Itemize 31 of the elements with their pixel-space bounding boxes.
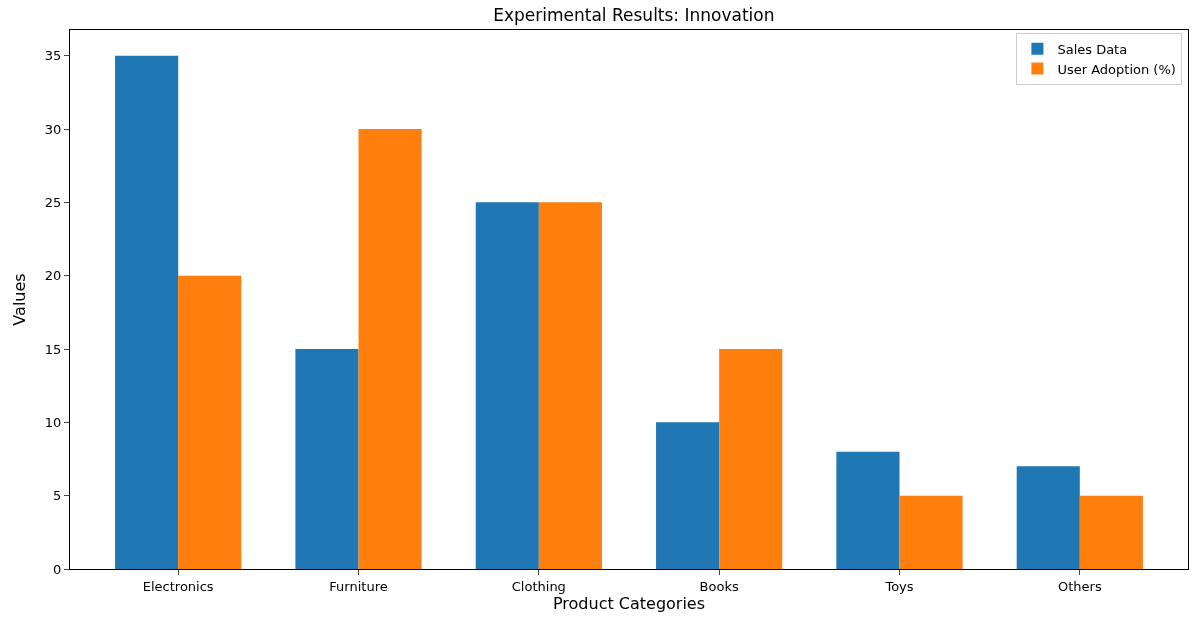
y-tick-label: 25 <box>44 194 62 210</box>
y-tick-label: 20 <box>44 268 62 284</box>
x-tick-label: Clothing <box>511 578 566 594</box>
bar <box>656 422 720 569</box>
bar <box>836 451 900 569</box>
x-axis-title: Product Categories <box>552 593 706 613</box>
y-tick-label: 5 <box>53 488 62 504</box>
bar <box>899 495 963 569</box>
bar <box>719 349 783 569</box>
chart-title: Experimental Results: Innovation <box>493 5 775 26</box>
x-tick-label: Furniture <box>329 578 388 594</box>
x-tick-label: Toys <box>884 578 914 594</box>
y-tick-label: 15 <box>44 341 62 357</box>
y-tick-label: 10 <box>44 414 62 430</box>
bar <box>178 275 242 569</box>
x-tick-label: Electronics <box>142 578 214 594</box>
bar <box>115 55 179 569</box>
y-tick-label: 0 <box>53 561 62 577</box>
x-tick-label: Others <box>1057 578 1102 594</box>
bar <box>1016 466 1080 569</box>
bar <box>538 202 602 569</box>
bar <box>358 129 422 569</box>
bar <box>1079 495 1143 569</box>
y-axis-title: Values <box>9 273 29 326</box>
bar <box>295 349 359 569</box>
legend-label: Sales Data <box>1057 41 1128 57</box>
bar <box>475 202 539 569</box>
y-tick-label: 30 <box>44 121 62 137</box>
x-tick-label: Books <box>699 578 739 594</box>
legend-label: User Adoption (%) <box>1057 61 1176 77</box>
y-tick-label: 35 <box>44 48 62 64</box>
